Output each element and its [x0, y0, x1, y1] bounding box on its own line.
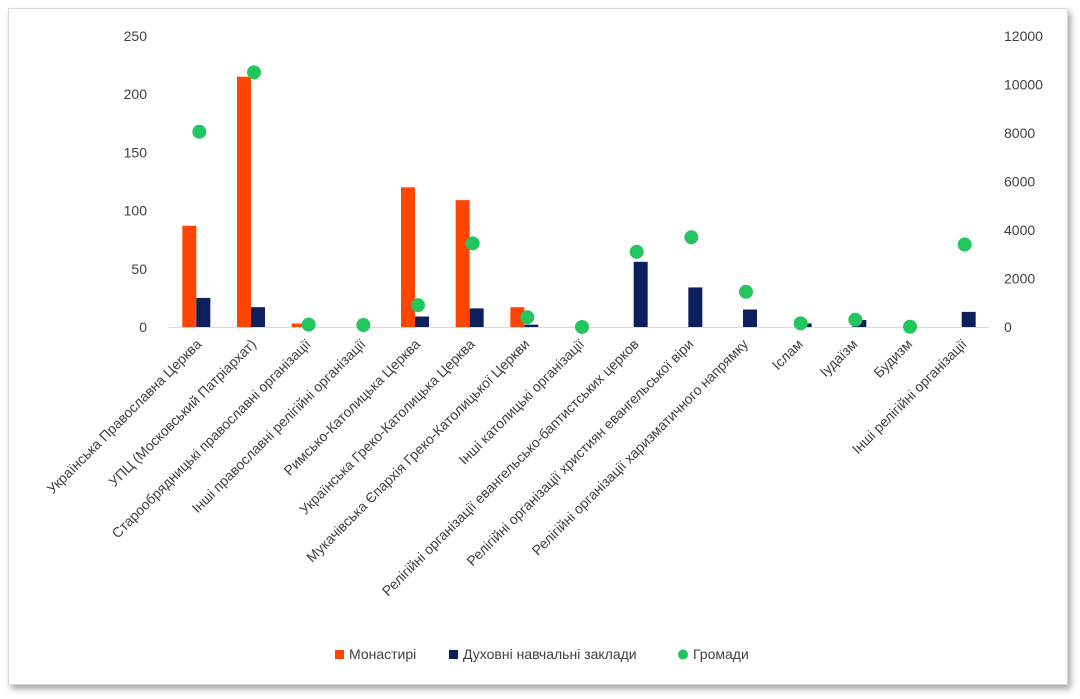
left-axis-tick-3: 150	[124, 144, 148, 160]
legend-label-2: Громади	[693, 646, 749, 662]
legend-swatch-1	[449, 650, 458, 659]
point-communities-3	[356, 318, 371, 333]
category-label-2: Старообрядницькі православні організації	[108, 336, 313, 541]
bar-schools-10	[743, 309, 757, 327]
point-communities-5	[465, 236, 480, 251]
category-label-8: Релігійні організації евангельсько-бапти…	[379, 336, 642, 599]
bars	[182, 76, 976, 328]
point-communities-11	[793, 316, 808, 331]
point-communities-4	[411, 298, 425, 313]
legend-label-0: Монастирі	[349, 646, 416, 662]
bar-schools-14	[961, 311, 976, 327]
legend: Монастирі Духовні навчальні заклади Громад…	[335, 646, 749, 662]
left-axis: 0 50 100 150 200 250	[124, 28, 148, 335]
point-communities-7	[575, 320, 589, 334]
bar-schools-5	[469, 308, 484, 327]
left-axis-tick-2: 100	[124, 203, 148, 219]
legend-swatch-0	[335, 650, 344, 659]
point-communities-13	[903, 319, 917, 334]
right-axis-tick-2: 4000	[1004, 222, 1035, 238]
bar-monasteries-1	[237, 76, 251, 328]
bar-monasteries-2	[291, 323, 306, 327]
point-communities-10	[739, 284, 753, 299]
bar-schools-6	[524, 324, 539, 327]
point-communities-6	[520, 310, 535, 325]
points	[192, 65, 972, 334]
point-communities-1	[247, 65, 261, 80]
legend-swatch-2	[678, 649, 688, 660]
left-axis-tick-5: 250	[124, 28, 148, 44]
category-label-12: Іудаїзм	[816, 336, 860, 380]
bar-schools-0	[196, 297, 211, 327]
bar-monasteries-4	[401, 187, 415, 327]
right-axis-tick-5: 10000	[1004, 77, 1043, 93]
point-communities-12	[848, 312, 863, 327]
point-communities-9	[684, 230, 699, 245]
category-label-14: Інші релігійні організації	[849, 336, 970, 457]
bar-schools-8	[633, 261, 648, 327]
bar-schools-4	[415, 316, 429, 327]
bar-schools-9	[688, 287, 703, 327]
chart-canvas: 0 50 100 150 200 250 0 2000 4000 6000 8000 10000 12…	[44, 28, 1044, 662]
right-axis-tick-1: 2000	[1004, 271, 1035, 287]
left-axis-tick-0: 0	[139, 319, 147, 335]
chart-frame: 0 50 100 150 200 250 0 2000 4000 6000 8000 10000 12…	[8, 8, 1068, 685]
point-communities-0	[192, 124, 207, 139]
left-axis-tick-1: 50	[131, 261, 147, 277]
bar-monasteries-6	[510, 307, 525, 327]
right-axis-tick-6: 12000	[1004, 28, 1043, 44]
point-communities-2	[301, 317, 316, 332]
bar-monasteries-0	[182, 225, 197, 327]
legend-label-1: Духовні навчальні заклади	[463, 646, 637, 662]
point-communities-14	[957, 237, 972, 252]
bar-monasteries-5	[455, 200, 470, 327]
left-axis-tick-4: 200	[124, 86, 148, 102]
category-label-13: Будизм	[870, 336, 915, 381]
right-axis: 0 2000 4000 6000 8000 10000 12000	[1004, 28, 1043, 335]
point-communities-8	[629, 244, 644, 259]
category-label-11: Іслам	[769, 336, 806, 373]
right-axis-tick-3: 6000	[1004, 174, 1035, 190]
bar-schools-1	[251, 307, 265, 327]
right-axis-tick-0: 0	[1004, 319, 1012, 335]
right-axis-tick-4: 8000	[1004, 125, 1035, 141]
